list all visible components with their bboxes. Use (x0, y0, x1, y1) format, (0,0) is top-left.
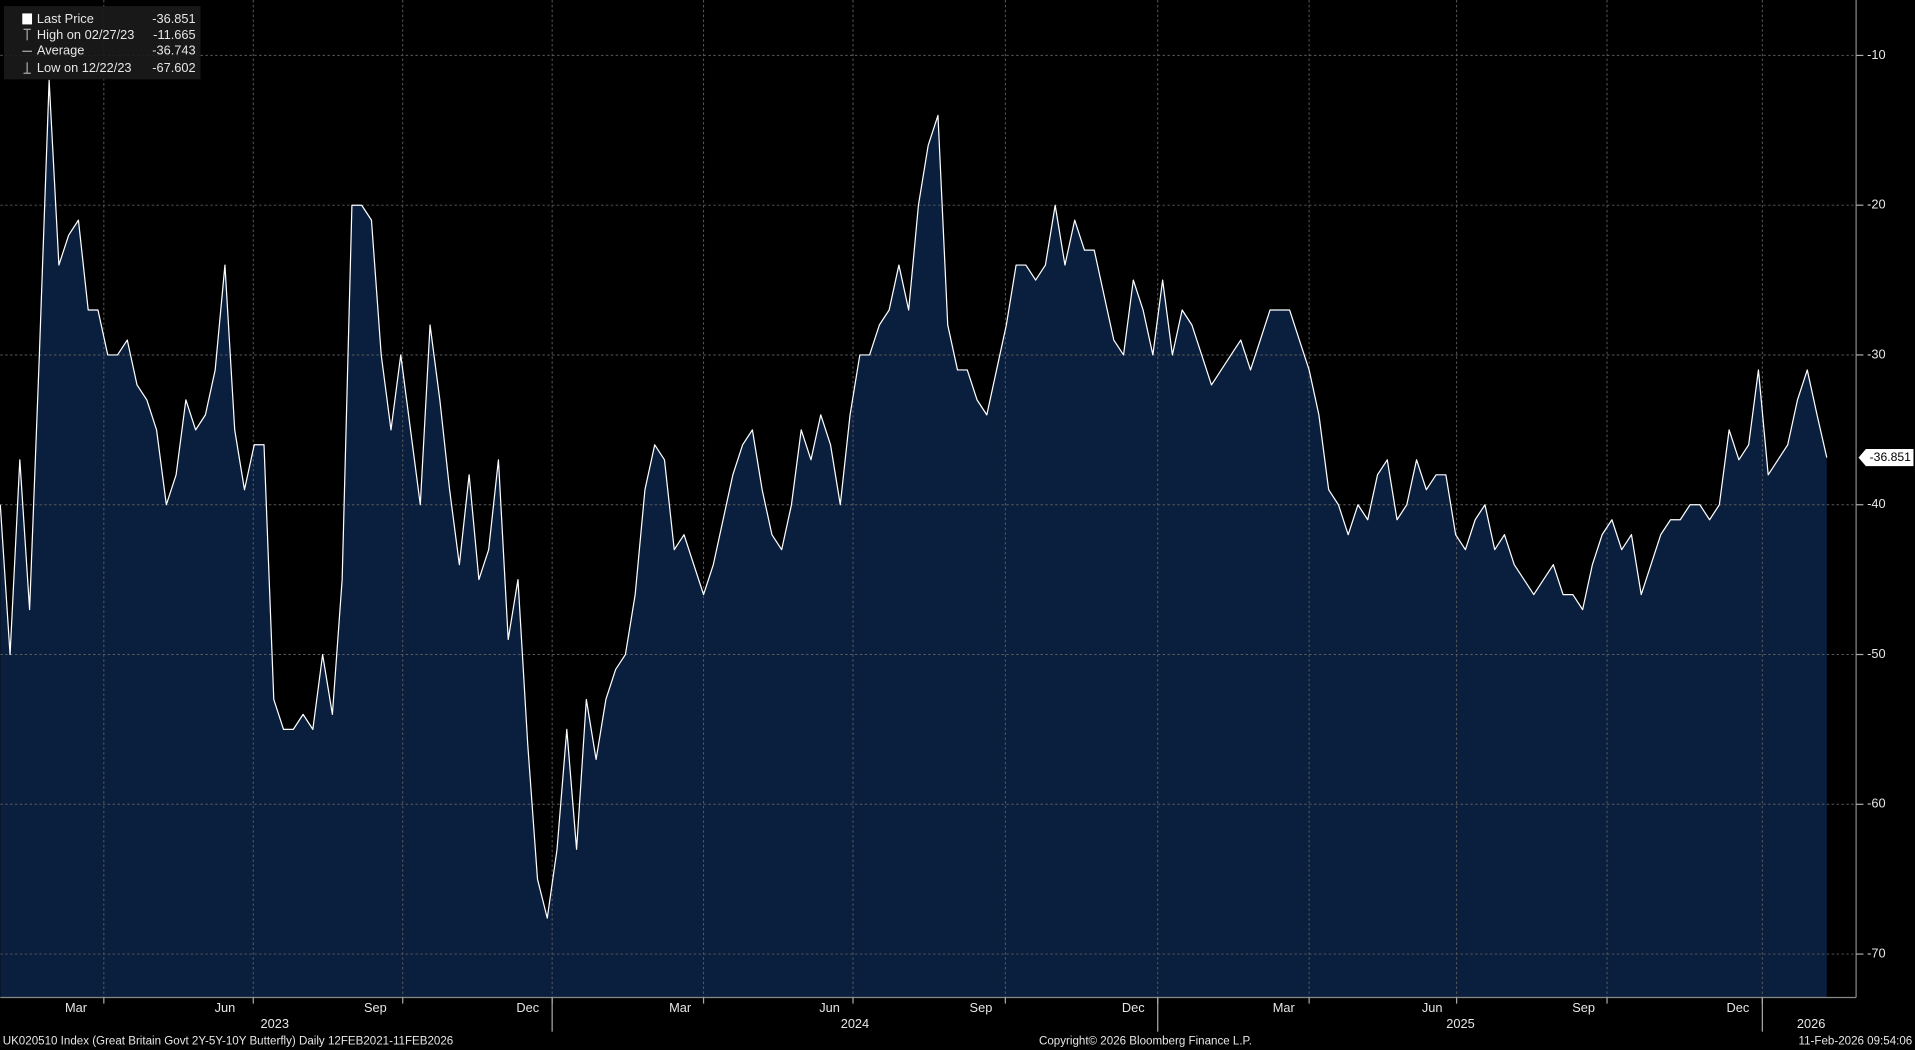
year-label: 2023 (261, 1016, 289, 1031)
y-tick-label: -60 (1867, 796, 1886, 811)
x-tick-label: Mar (65, 1000, 88, 1015)
legend-label: High on 02/27/23 (37, 27, 134, 42)
x-tick-label: Sep (970, 1000, 993, 1015)
x-tick-label: Dec (516, 1000, 539, 1015)
legend-icon (22, 13, 33, 25)
x-tick-label: Sep (1572, 1000, 1595, 1015)
year-label: 2025 (1446, 1016, 1474, 1031)
legend-value: -11.665 (153, 27, 195, 42)
x-tick-label: Jun (1422, 1000, 1443, 1015)
x-tick-label: Sep (364, 1000, 387, 1015)
legend-value: -67.602 (152, 60, 195, 75)
footer-center: Copyright© 2026 Bloomberg Finance L.P. (1039, 1036, 1252, 1048)
area (0, 80, 1827, 998)
y-tick-label: -20 (1867, 197, 1886, 212)
legend: Last Price -36.851 High on 02/27/23 -11.665… (3, 6, 201, 80)
last-price-label: -36.851 (1870, 450, 1912, 464)
y-tick-label: -50 (1867, 646, 1886, 661)
legend-value: -36.743 (152, 43, 195, 58)
x-tick-label: Jun (819, 1000, 840, 1015)
year-label: 2026 (1797, 1016, 1825, 1031)
legend-label: Last Price (37, 11, 94, 26)
x-tick-label: Dec (1727, 1000, 1750, 1015)
x-tick-label: Dec (1122, 1000, 1145, 1015)
x-tick-label: Jun (215, 1000, 236, 1015)
footer-left: UK020510 Index (Great Britain Govt 2Y-5Y… (3, 1036, 454, 1048)
x-tick-label: Mar (1273, 1000, 1296, 1015)
year-label: 2024 (841, 1016, 869, 1031)
y-tick-label: -40 (1867, 496, 1886, 511)
last-price-tag (1858, 449, 1914, 467)
legend-value: -36.851 (152, 11, 195, 26)
legend-label: Average (37, 43, 84, 58)
plot-area (0, 0, 1857, 998)
y-tick-label: -10 (1867, 47, 1886, 62)
legend-label: Low on 12/22/23 (37, 60, 132, 75)
legend-box (3, 6, 201, 80)
line (0, 79, 1828, 919)
x-tick-label: Mar (669, 1000, 692, 1015)
y-tick-label: -30 (1867, 346, 1886, 361)
y-tick-label: -70 (1867, 945, 1886, 960)
footer-right: 11-Feb-2026 09:54:06 (1799, 1036, 1913, 1048)
